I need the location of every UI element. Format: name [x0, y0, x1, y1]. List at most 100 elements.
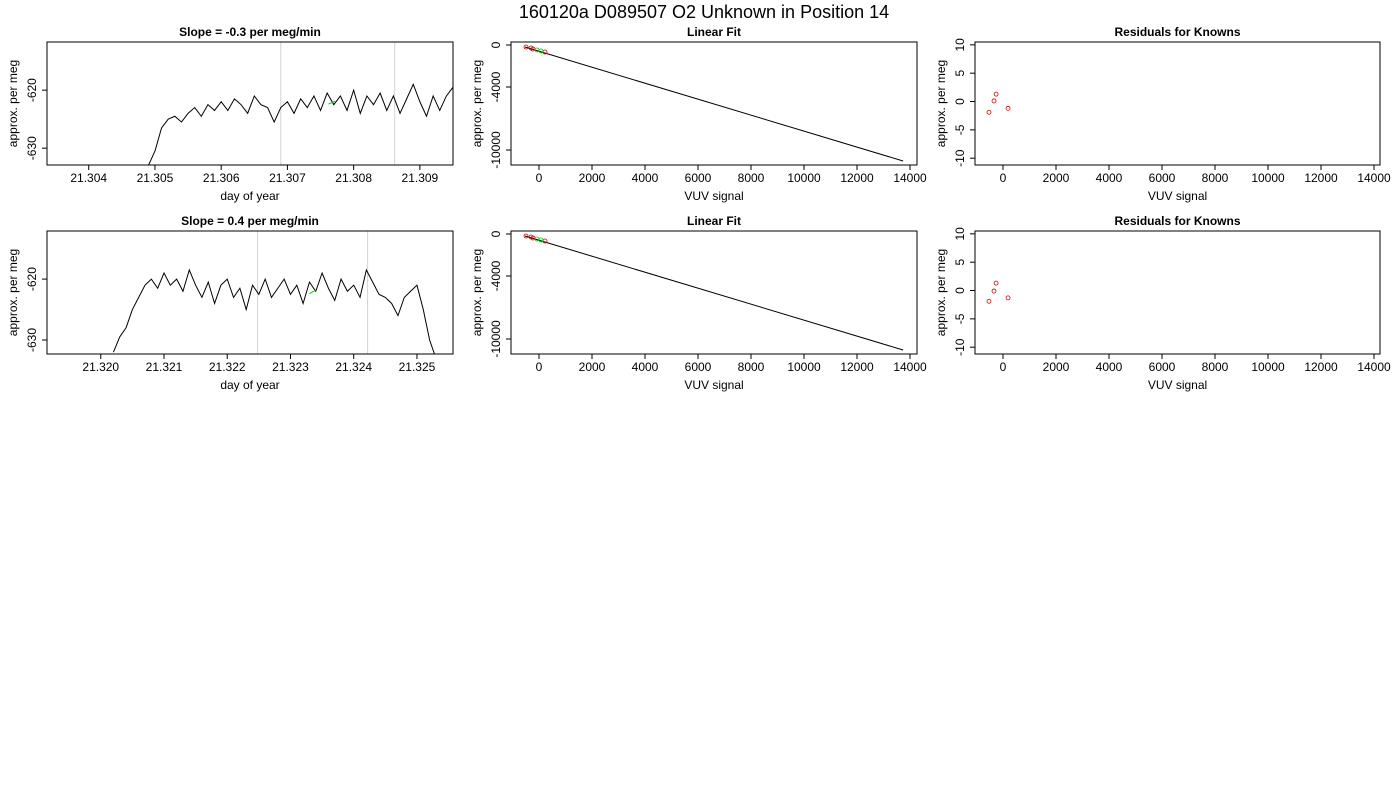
plot-frame — [974, 41, 1381, 166]
y-tick-label: 5 — [953, 259, 967, 266]
panel-title: Residuals for Knowns — [1114, 214, 1240, 228]
x-tick-label: 14000 — [893, 360, 927, 374]
plot-area — [986, 280, 1011, 304]
x-tick-label: 21.307 — [269, 171, 306, 185]
data-point — [538, 48, 544, 54]
data-point — [993, 91, 999, 97]
panel-title: Linear Fit — [687, 214, 741, 228]
x-tick-label: 21.308 — [335, 171, 372, 185]
plot-frame — [974, 230, 1381, 355]
y-axis-label: approx. per meg — [6, 249, 20, 336]
data-line — [524, 46, 904, 162]
data-point — [1005, 295, 1011, 301]
panel: Linear Fit VUV signal approx. per meg 0 2000… — [470, 25, 927, 203]
panel-title: Slope = 0.4 per meg/min — [181, 214, 319, 228]
x-tick-label: 2000 — [579, 171, 606, 185]
x-tick-label: 12000 — [840, 360, 874, 374]
x-tick-label: 4000 — [1096, 171, 1123, 185]
x-tick-label: 21.321 — [146, 360, 183, 374]
x-tick-label: 21.309 — [402, 171, 439, 185]
x-tick-label: 10000 — [787, 360, 821, 374]
y-tick-label: -10 — [953, 149, 967, 167]
x-tick-label: 8000 — [738, 171, 765, 185]
x-tick-label: 6000 — [1149, 171, 1176, 185]
x-tick-label: 10000 — [1251, 171, 1285, 185]
x-tick-label: 21.320 — [82, 360, 119, 374]
x-tick-label: 21.324 — [335, 360, 372, 374]
plot-frame — [46, 230, 454, 355]
plot-frame — [510, 230, 918, 355]
x-tick-label: 21.322 — [209, 360, 246, 374]
y-tick-label: -10000 — [489, 320, 503, 358]
data-point — [1005, 105, 1011, 111]
x-tick-label: 21.306 — [203, 171, 240, 185]
y-tick-label: -630 — [25, 136, 39, 160]
panel-title: Linear Fit — [687, 25, 741, 39]
x-tick-label: 6000 — [685, 171, 712, 185]
x-axis-label: day of year — [220, 189, 279, 203]
data-point — [991, 288, 997, 294]
y-tick-label: -620 — [25, 78, 39, 102]
x-tick-label: 0 — [536, 171, 543, 185]
data-point — [986, 298, 992, 304]
x-tick-label: 0 — [1000, 171, 1007, 185]
y-tick-label: 0 — [489, 41, 503, 48]
y-tick-label: -4000 — [489, 260, 503, 291]
x-tick-label: 4000 — [632, 171, 659, 185]
data-point — [523, 233, 529, 239]
y-axis-label: approx. per meg — [934, 60, 948, 147]
x-tick-label: 21.305 — [137, 171, 174, 185]
x-tick-label: 4000 — [632, 360, 659, 374]
panel-title: Slope = -0.3 per meg/min — [179, 25, 321, 39]
main-title: 160120a D089507 O2 Unknown in Position 1… — [519, 2, 889, 22]
y-axis-label: approx. per meg — [470, 249, 484, 336]
x-tick-label: 14000 — [893, 171, 927, 185]
y-tick-label: -10000 — [489, 131, 503, 169]
x-axis-label: VUV signal — [684, 189, 743, 203]
data-line — [328, 100, 336, 105]
data-line — [112, 268, 435, 354]
y-tick-label: -620 — [25, 267, 39, 291]
x-tick-label: 8000 — [1202, 171, 1229, 185]
x-tick-label: 0 — [1000, 360, 1007, 374]
y-tick-label: -630 — [25, 328, 39, 352]
panel: Residuals for Knowns VUV signal approx. pe… — [934, 25, 1391, 203]
y-tick-label: -10 — [953, 338, 967, 356]
y-tick-label: 10 — [953, 227, 967, 241]
y-axis-label: approx. per meg — [6, 60, 20, 147]
data-point — [986, 109, 992, 115]
x-tick-label: 8000 — [738, 360, 765, 374]
x-tick-label: 0 — [536, 360, 543, 374]
data-line — [309, 289, 317, 295]
x-tick-label: 4000 — [1096, 360, 1123, 374]
data-point — [523, 44, 529, 50]
x-tick-label: 12000 — [1304, 171, 1338, 185]
y-axis-label: approx. per meg — [934, 249, 948, 336]
x-tick-label: 12000 — [1304, 360, 1338, 374]
x-axis-label: VUV signal — [1148, 378, 1207, 392]
y-axis-label: approx. per meg — [470, 60, 484, 147]
data-point — [538, 237, 544, 243]
panel: Residuals for Knowns VUV signal approx. pe… — [934, 214, 1391, 392]
x-tick-label: 14000 — [1357, 171, 1391, 185]
x-tick-label: 12000 — [840, 171, 874, 185]
x-tick-label: 21.323 — [272, 360, 309, 374]
plot-area — [523, 44, 904, 162]
x-tick-label: 21.304 — [70, 171, 107, 185]
plot-area — [986, 91, 1011, 115]
data-point — [991, 98, 997, 104]
y-tick-label: 10 — [953, 38, 967, 52]
x-tick-label: 10000 — [787, 171, 821, 185]
x-tick-label: 6000 — [1149, 360, 1176, 374]
plot-area — [112, 231, 435, 354]
y-tick-label: 0 — [953, 98, 967, 105]
x-tick-label: 10000 — [1251, 360, 1285, 374]
plot-frame — [510, 41, 918, 166]
x-tick-label: 6000 — [685, 360, 712, 374]
y-tick-label: 5 — [953, 70, 967, 77]
data-line — [524, 235, 904, 351]
x-tick-label: 8000 — [1202, 360, 1229, 374]
panel: Linear Fit VUV signal approx. per meg 0 2000… — [470, 214, 927, 392]
